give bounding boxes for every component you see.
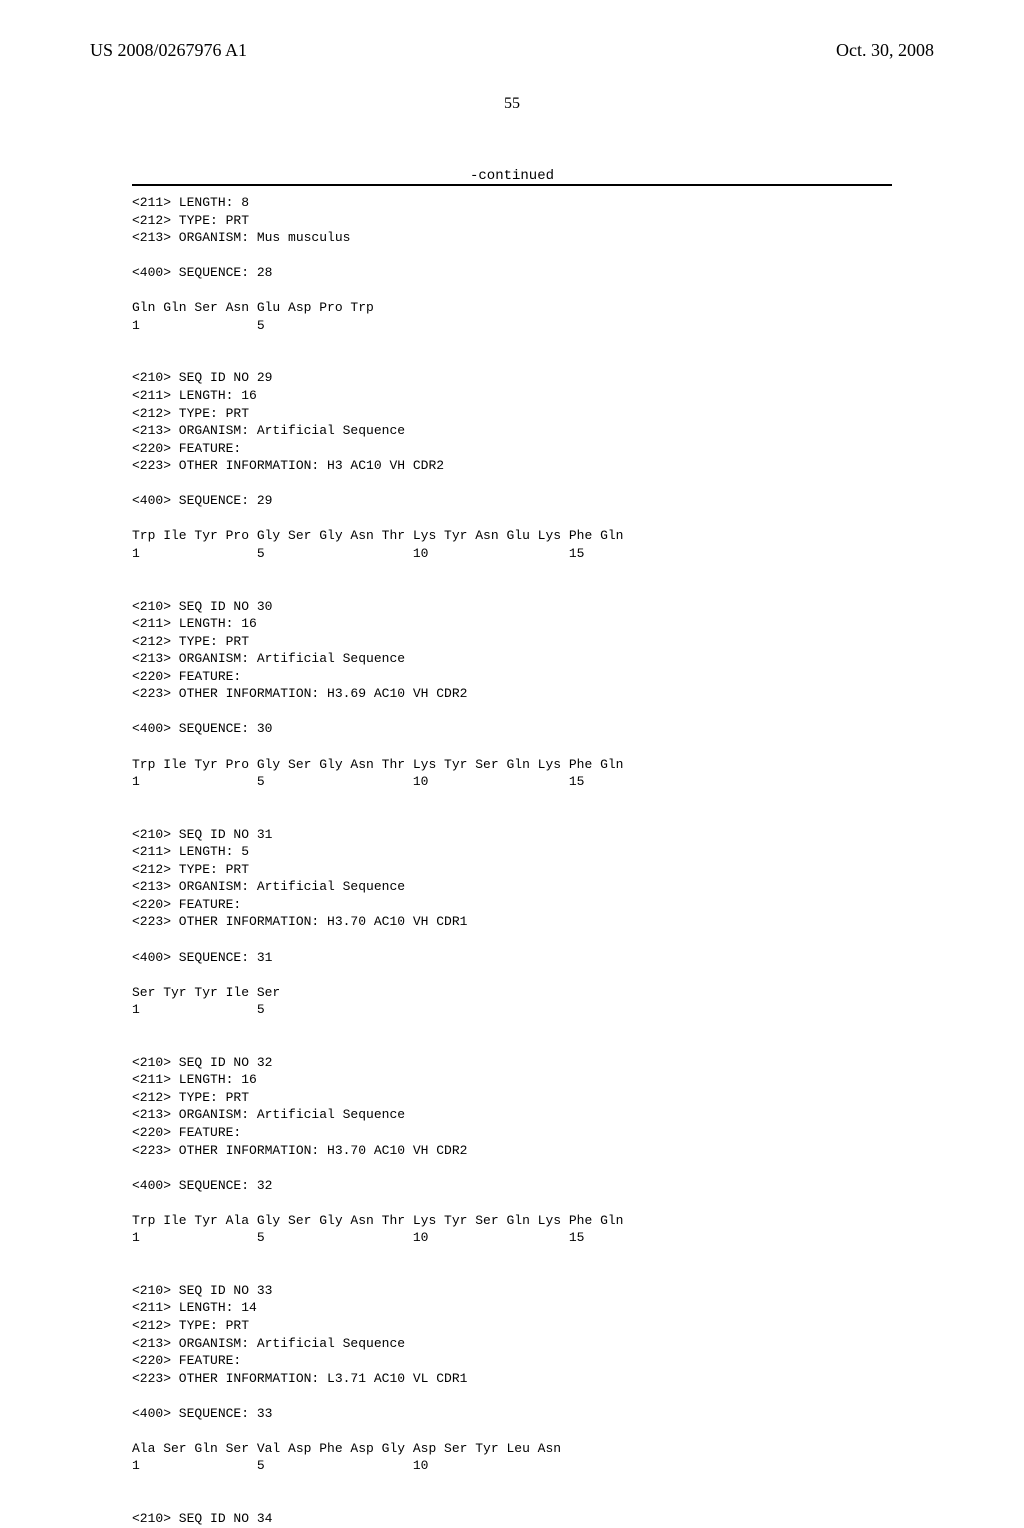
horizontal-rule-top (132, 184, 892, 186)
sequence-listing-body: <211> LENGTH: 8 <212> TYPE: PRT <213> OR… (132, 194, 892, 1528)
publication-date: Oct. 30, 2008 (836, 40, 934, 61)
continued-label: -continued (0, 168, 1024, 184)
publication-id: US 2008/0267976 A1 (90, 40, 247, 61)
page-number: 55 (0, 95, 1024, 113)
